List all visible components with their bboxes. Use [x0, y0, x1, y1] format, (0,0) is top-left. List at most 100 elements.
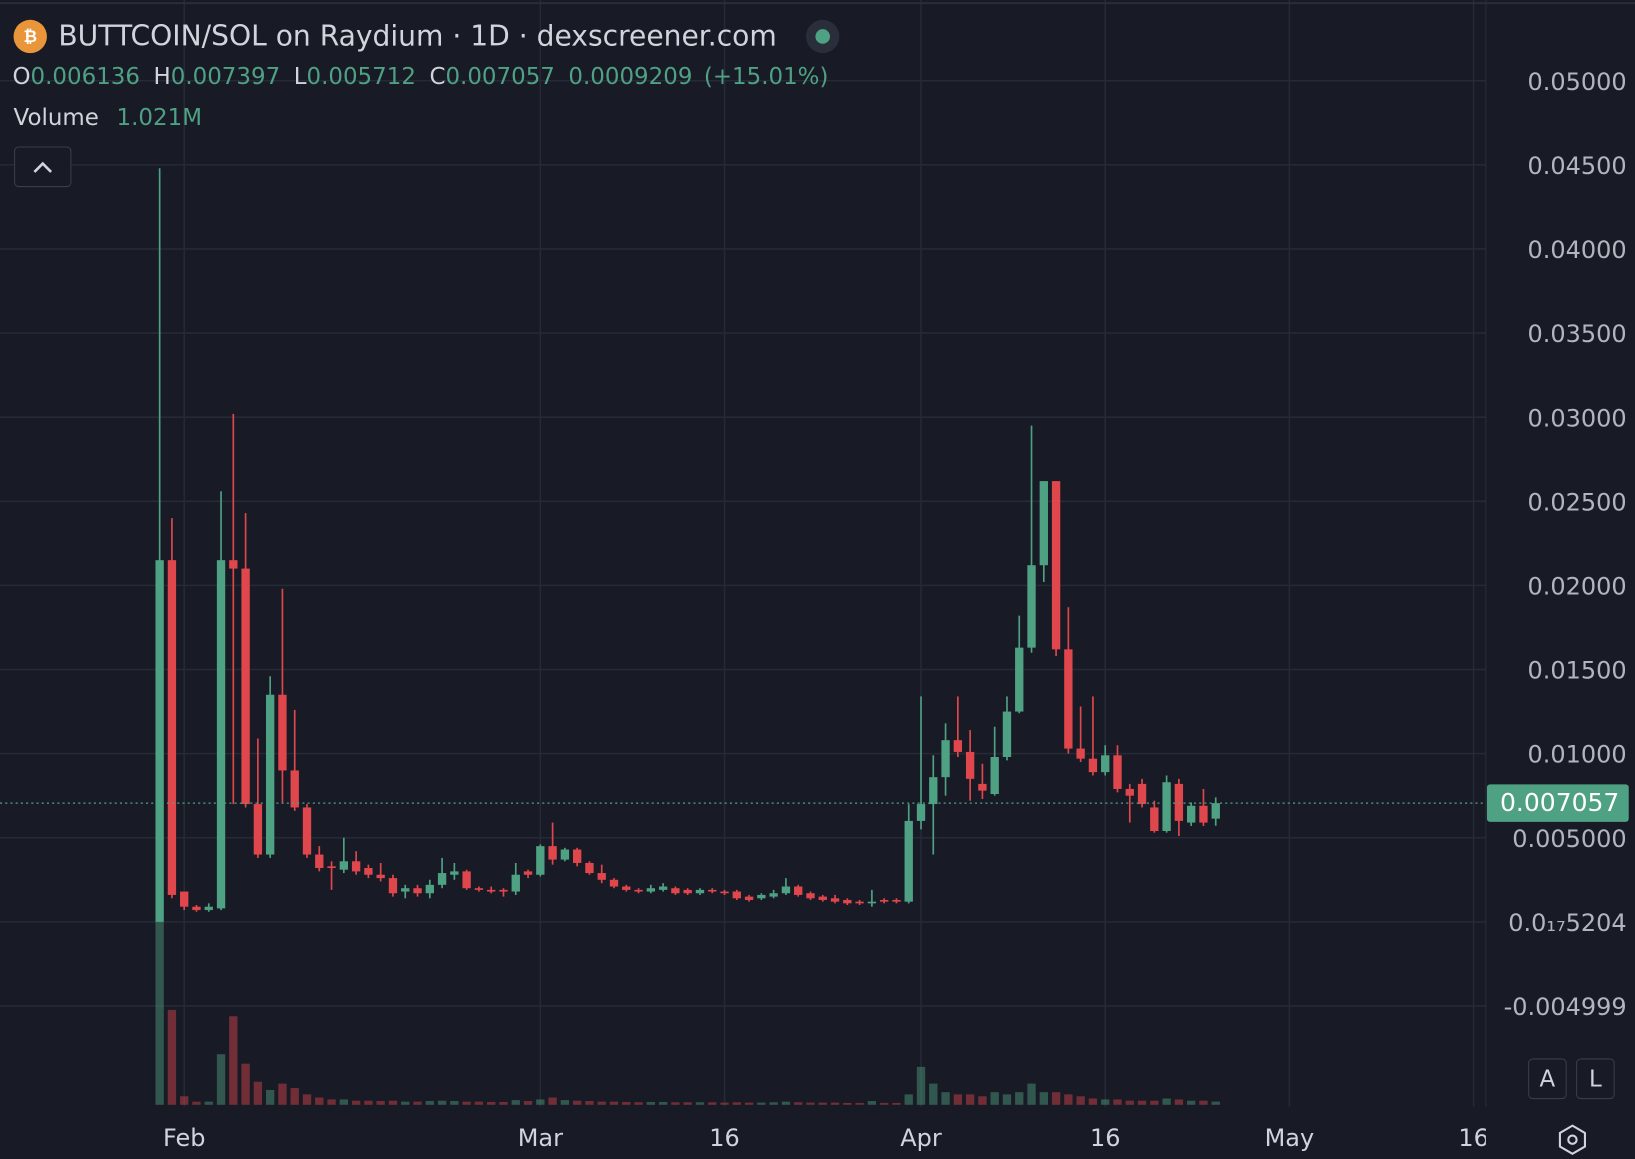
volume-bar	[953, 1094, 963, 1105]
candle-body	[425, 884, 434, 894]
candle-body	[1162, 782, 1171, 832]
candle-body	[437, 873, 447, 885]
candle-body	[265, 694, 275, 855]
candle-body	[818, 896, 827, 900]
volume-bar	[1002, 1094, 1012, 1105]
volume-bar	[916, 1066, 926, 1105]
volume-bar	[658, 1101, 668, 1105]
candle-body	[155, 560, 164, 922]
volume-bar	[204, 1101, 213, 1105]
candle-body	[781, 886, 791, 894]
volume-bar	[1150, 1100, 1159, 1105]
volume-bar	[1076, 1096, 1085, 1105]
candle-body	[376, 874, 385, 879]
volume-bar	[781, 1101, 791, 1105]
candle-body	[204, 906, 213, 911]
volume-bar	[572, 1100, 582, 1105]
candle-body	[597, 873, 606, 880]
volume-bar	[978, 1096, 987, 1105]
x-tick-label: Feb	[163, 1124, 205, 1152]
y-tick-label: 0.005000	[1512, 825, 1626, 853]
auto-scale-button[interactable]	[1528, 1058, 1567, 1100]
volume-bar	[1064, 1094, 1073, 1105]
candle-body	[990, 756, 999, 794]
candle-body	[180, 891, 189, 907]
candle-body	[499, 889, 508, 892]
candle-body	[474, 888, 484, 890]
volume-legend: Volume 1.021M	[14, 104, 202, 130]
change-value: 0.0009209	[568, 64, 692, 90]
volume-bar	[708, 1102, 717, 1105]
settings-icon-center	[1567, 1134, 1578, 1145]
candle-body	[585, 862, 594, 874]
volume-bar	[523, 1101, 533, 1105]
candle-body	[1125, 788, 1134, 796]
volume-bar	[757, 1102, 766, 1105]
volume-bar	[167, 1009, 177, 1105]
candle-body	[351, 861, 361, 872]
volume-bar	[315, 1097, 324, 1105]
x-tick-label: May	[1265, 1124, 1315, 1152]
volume-bar	[634, 1102, 643, 1105]
x-tick-label: 16	[709, 1124, 740, 1152]
volume-bar	[879, 1102, 889, 1105]
candle-body	[1186, 805, 1196, 823]
log-scale-button[interactable]	[1576, 1058, 1615, 1100]
candle-body	[806, 893, 815, 899]
volume-bar	[695, 1102, 705, 1105]
candle-body	[794, 886, 803, 895]
volume-bar	[965, 1094, 975, 1105]
candle-body	[1051, 481, 1061, 650]
candle-body	[879, 899, 889, 902]
candle-body	[929, 777, 938, 805]
volume-bar	[290, 1088, 299, 1105]
volume-bar	[904, 1094, 913, 1105]
candle-body	[769, 893, 778, 897]
candle-body	[1199, 805, 1208, 823]
volume-bar	[327, 1099, 336, 1105]
settings-icon	[1558, 1124, 1586, 1155]
candle-body	[253, 804, 263, 855]
candle-body	[401, 888, 410, 892]
volume-bar	[830, 1102, 840, 1105]
candle-body	[278, 694, 287, 771]
candle-body	[855, 901, 864, 904]
y-tick-label: 0.03000	[1528, 404, 1627, 432]
volume-bar	[499, 1101, 508, 1105]
volume-bar	[536, 1099, 545, 1105]
volume-bar	[585, 1101, 594, 1105]
volume-bar	[1051, 1092, 1061, 1105]
candle-body	[978, 783, 987, 791]
plot-area: Feb Mar 16 Apr 16 May 16	[0, 0, 1489, 1152]
candle-body	[1027, 565, 1036, 648]
ohlc-value: 0.007397	[171, 64, 280, 90]
candle-body	[843, 899, 852, 904]
auto-scale-label: A	[1540, 1066, 1556, 1092]
collapse-button[interactable]	[14, 146, 72, 188]
candle-body	[1174, 783, 1184, 821]
volume-bar	[732, 1102, 741, 1105]
y-tick-label: 0.04000	[1528, 236, 1627, 264]
volume-bar	[867, 1101, 877, 1105]
candle-body	[1064, 649, 1073, 749]
candle-body	[1015, 647, 1024, 712]
x-tick-label: 16	[1090, 1124, 1121, 1152]
candle-body	[708, 889, 717, 892]
candle-body	[290, 770, 299, 808]
candle-body	[622, 886, 631, 890]
last-price-label: 0.007057	[1500, 788, 1619, 817]
volume-value: 1.021M	[117, 104, 202, 130]
candle-body	[1101, 755, 1110, 773]
candle-body	[941, 740, 950, 778]
y-tick-label: 0.02500	[1528, 488, 1627, 516]
settings-button[interactable]	[1558, 1124, 1586, 1155]
candle-body	[1039, 481, 1048, 566]
candle-body	[167, 560, 177, 895]
volume-bar	[253, 1081, 263, 1105]
y-tick-label: 0.01500	[1528, 657, 1627, 685]
candle-body	[536, 846, 545, 875]
volume-bar	[487, 1101, 496, 1105]
axes: 0.05000 0.04500 0.04000 0.03500 0.03000 0.025…	[1486, 68, 1629, 1021]
